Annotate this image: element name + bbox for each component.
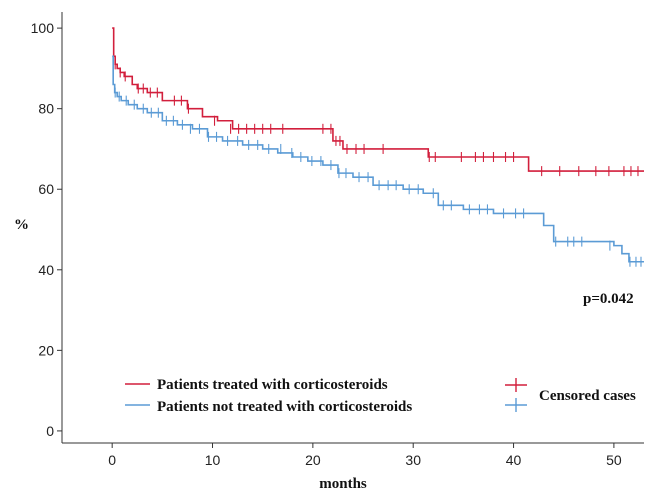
series-layer (112, 27, 644, 267)
x-tick-label-20: 20 (305, 452, 321, 468)
x-tick-label-30: 30 (405, 452, 421, 468)
legend-censored-mark-not-treated (505, 398, 527, 412)
series-line-0 (112, 27, 644, 172)
y-tick-label-0: 0 (46, 423, 54, 439)
y-tick-label-80: 80 (38, 101, 54, 117)
axes (61, 12, 644, 444)
series-line-1 (112, 55, 644, 263)
legend-label-treated: Patients treated with corticosteroids (157, 377, 388, 393)
x-tick-label-0: 0 (108, 452, 116, 468)
y-axis-label: % (14, 217, 29, 233)
y-tick-label-40: 40 (38, 262, 54, 278)
x-tick-label-40: 40 (506, 452, 522, 468)
y-ticks: 0 20 40 60 80 100 (31, 20, 62, 439)
legend-censored-mark-treated (505, 378, 527, 392)
y-tick-label-100: 100 (31, 20, 55, 36)
legend: Patients treated with corticosteroids Pa… (125, 377, 636, 415)
x-tick-label-50: 50 (606, 452, 622, 468)
legend-label-censored: Censored cases (539, 388, 636, 404)
y-tick-label-20: 20 (38, 342, 54, 358)
legend-label-not-treated: Patients not treated with corticosteroid… (157, 399, 412, 415)
y-tick-label-60: 60 (38, 181, 54, 197)
censor-marks-1 (114, 87, 642, 267)
x-axis-label: months (319, 476, 367, 492)
p-value-annotation: p=0.042 (583, 291, 634, 307)
censor-marks-0 (114, 59, 639, 177)
x-tick-label-10: 10 (205, 452, 221, 468)
x-ticks: 0 10 20 30 40 50 (108, 443, 622, 468)
